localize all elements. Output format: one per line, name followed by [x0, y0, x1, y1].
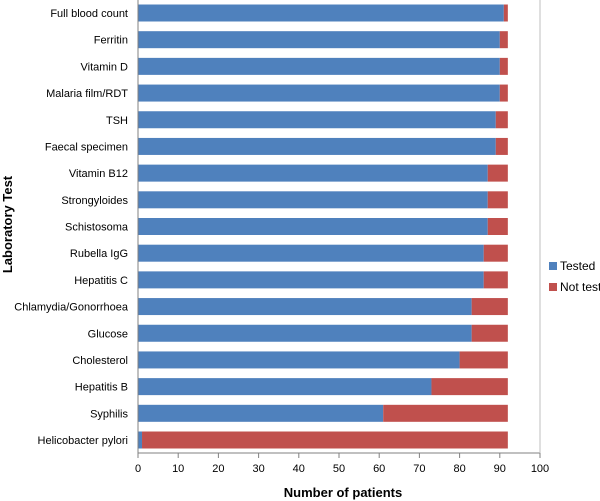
- x-tick-label: 10: [172, 463, 184, 475]
- category-label: Chlamydia/Gonorrhoea: [14, 302, 129, 314]
- legend: Tested Not tested: [549, 259, 600, 294]
- x-tick-label: 40: [293, 463, 305, 475]
- x-axis: 0 10 20 30 40 50 60 70 80 90 100: [135, 0, 549, 475]
- y-axis-title: Laboratory Test: [0, 175, 15, 273]
- legend-label-not-tested: Not tested: [560, 280, 600, 294]
- category-label: Full blood count: [50, 8, 128, 20]
- category-label: Vitamin B12: [69, 168, 128, 180]
- bar-tested: [138, 404, 384, 422]
- bar-not-tested: [471, 298, 508, 316]
- legend-label-tested: Tested: [560, 259, 595, 273]
- bar-not-tested: [499, 84, 508, 102]
- category-label: Schistosoma: [65, 222, 129, 234]
- bar-not-tested: [383, 404, 508, 422]
- bar-tested: [138, 378, 432, 396]
- bar-tested: [138, 298, 472, 316]
- x-tick-label: 50: [333, 463, 345, 475]
- bar-tested: [138, 324, 472, 342]
- category-label: Ferritin: [94, 35, 128, 47]
- x-tick-label: 20: [212, 463, 224, 475]
- bar-tested: [138, 218, 488, 235]
- bar-tested: [138, 191, 488, 209]
- category-labels: Full blood count Ferritin Vitamin D Malaria…: [14, 8, 129, 447]
- category-label: Glucose: [88, 328, 128, 340]
- x-tick-label: 90: [494, 463, 506, 475]
- category-label: Faecal specimen: [45, 141, 128, 153]
- category-label: TSH: [106, 115, 128, 127]
- category-label: Syphilis: [90, 408, 128, 420]
- bar-not-tested: [483, 271, 508, 289]
- category-label: Rubella IgG: [70, 248, 128, 260]
- x-tick-label: 70: [413, 463, 425, 475]
- bar-not-tested: [495, 111, 508, 129]
- bar-tested: [138, 244, 484, 262]
- x-tick-label: 100: [531, 463, 549, 475]
- bar-tested: [138, 84, 500, 102]
- bar-tested: [138, 31, 500, 49]
- bar-tested: [138, 431, 143, 449]
- x-tick-label: 30: [252, 463, 264, 475]
- bar-not-tested: [499, 31, 508, 49]
- bar-not-tested: [487, 164, 508, 182]
- category-label: Malaria film/RDT: [46, 88, 128, 100]
- bar-tested: [138, 351, 460, 369]
- bar-not-tested: [503, 4, 508, 22]
- bar-tested: [138, 4, 504, 22]
- x-tick-label: 0: [135, 463, 141, 475]
- category-label: Helicobacter pylori: [38, 435, 128, 447]
- bars-group: [138, 4, 508, 449]
- legend-swatch-tested: [549, 262, 557, 270]
- bar-tested: [138, 164, 488, 182]
- bar-tested: [138, 137, 496, 155]
- bar-not-tested: [471, 324, 508, 342]
- x-tick-label: 60: [373, 463, 385, 475]
- bar-tested: [138, 57, 500, 75]
- bar-not-tested: [459, 351, 508, 369]
- bar-tested: [138, 111, 496, 129]
- bar-not-tested: [431, 378, 508, 396]
- bar-not-tested: [499, 57, 508, 75]
- category-label: Vitamin D: [81, 61, 129, 73]
- bar-tested: [138, 271, 484, 289]
- bar-not-tested: [495, 137, 508, 155]
- bar-not-tested: [142, 431, 508, 449]
- bar-not-tested: [483, 244, 508, 262]
- category-label: Strongyloides: [61, 195, 128, 207]
- category-label: Hepatitis B: [75, 382, 128, 394]
- bar-not-tested: [487, 191, 508, 209]
- x-tick-label: 80: [453, 463, 465, 475]
- category-label: Cholesterol: [72, 355, 128, 367]
- legend-swatch-not-tested: [549, 283, 557, 291]
- x-axis-title: Number of patients: [284, 485, 402, 500]
- category-label: Hepatitis C: [74, 275, 128, 287]
- bar-not-tested: [487, 218, 508, 235]
